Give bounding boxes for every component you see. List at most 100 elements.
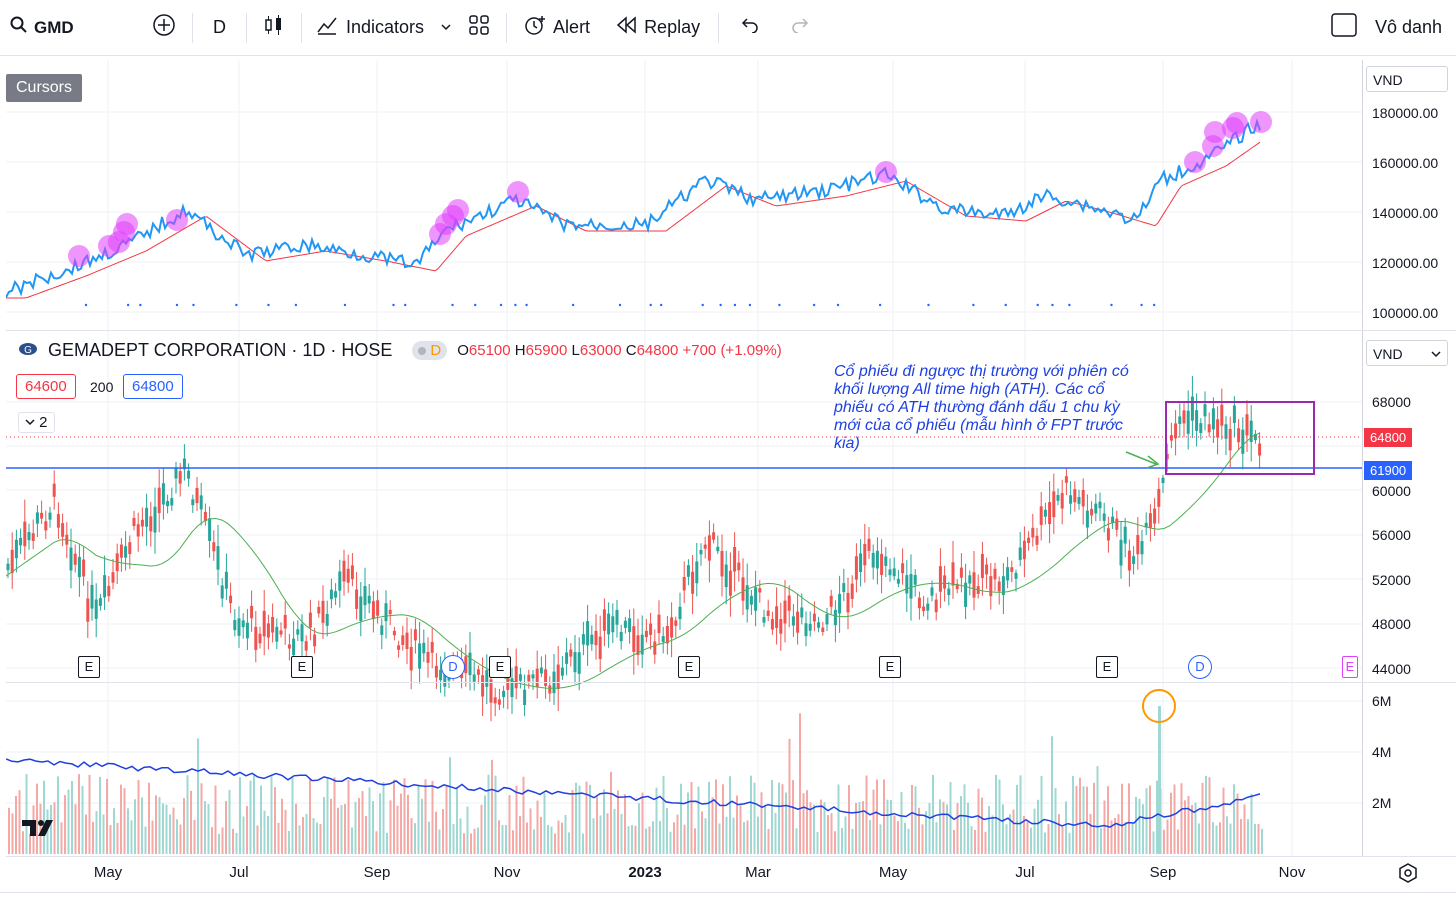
currency-label: VND (1373, 346, 1403, 362)
ohlc-values: O65100 H65900 L63000 C64800 +700 (+1.09%… (457, 342, 782, 359)
earnings-event-marker[interactable]: E (1342, 656, 1358, 678)
sell-button[interactable]: 64600 (16, 374, 76, 399)
chart-type-button[interactable] (247, 0, 301, 56)
candle-body (783, 600, 787, 624)
tradingview-logo[interactable] (20, 816, 60, 845)
volume-bar (1019, 775, 1022, 854)
volume-bar (1072, 775, 1074, 854)
pane-separator[interactable] (6, 682, 1456, 683)
redo-button[interactable] (775, 0, 827, 56)
volume-bar (795, 828, 798, 854)
volume-bar (484, 795, 486, 854)
collapse-indicators-button[interactable]: 2 (18, 412, 55, 433)
candle-body (661, 636, 665, 643)
chart-canvas[interactable] (6, 60, 1362, 856)
signal-dot (778, 303, 781, 307)
volume-bar (760, 792, 763, 854)
candle-body (124, 546, 128, 558)
candle-body (23, 521, 27, 547)
candle-body (119, 544, 123, 558)
volume-bar (1145, 788, 1148, 854)
price-tick: 160000.00 (1372, 155, 1439, 171)
volume-bar (778, 782, 780, 854)
candle-body (103, 575, 107, 598)
volume-bar (1047, 824, 1050, 854)
volume-bar (918, 807, 920, 854)
candle-body (178, 471, 182, 484)
top-pane-currency[interactable]: VND (1366, 66, 1448, 92)
layout-name-button[interactable]: Vô danh (1374, 17, 1442, 37)
candle-body (607, 613, 611, 635)
highlight-circle (447, 199, 469, 221)
volume-bar (942, 801, 945, 854)
ma-medium-line (6, 432, 1261, 689)
earnings-event-marker[interactable]: E (1096, 656, 1118, 678)
candle-body (922, 606, 926, 612)
candle-body (804, 623, 808, 637)
candle-body (216, 546, 220, 570)
interval-button[interactable]: D (213, 17, 226, 37)
volume-bar (393, 779, 395, 854)
data-source-badge[interactable]: D (412, 341, 448, 360)
volume-bar (837, 784, 840, 854)
divider (301, 12, 302, 43)
chart-settings-button[interactable] (1398, 863, 1418, 888)
volume-bar (477, 827, 479, 854)
undo-button[interactable] (719, 0, 775, 56)
volume-bar (1096, 766, 1099, 854)
volume-bar (750, 775, 752, 854)
volume-bar (445, 785, 448, 854)
volume-bar (1030, 827, 1032, 854)
candle-body (930, 587, 934, 596)
indicators-icon (316, 14, 338, 41)
candle-body (695, 561, 699, 584)
time-tick-year: 2023 (628, 864, 662, 881)
candle-body (581, 634, 585, 645)
replay-button[interactable]: Replay (600, 0, 718, 56)
earnings-event-marker[interactable]: E (291, 656, 313, 678)
price-axis[interactable] (1362, 60, 1456, 856)
volume-bar (963, 784, 966, 854)
candle-body (644, 630, 648, 638)
dividend-event-marker[interactable]: D (441, 655, 465, 679)
indicators-button[interactable]: Indicators (302, 0, 430, 56)
symbol-search[interactable]: GMD (0, 0, 140, 56)
candle-body (376, 600, 380, 616)
volume-bar (375, 831, 378, 854)
annotation-text[interactable]: Cổ phiếu đi ngược thị trường với phiên c… (834, 363, 1129, 452)
chart-area[interactable] (6, 60, 1362, 856)
candle-body (955, 583, 959, 590)
volume-bar (536, 800, 539, 854)
earnings-event-marker[interactable]: E (678, 656, 700, 678)
volume-bar (981, 797, 983, 854)
highlight-circle (1226, 112, 1248, 134)
layout-button[interactable] (462, 0, 506, 56)
earnings-event-marker[interactable]: E (78, 656, 100, 678)
volume-bar (361, 791, 364, 854)
volume-bar (823, 802, 826, 854)
source-label: D (430, 342, 442, 359)
rewind-icon (616, 16, 638, 39)
earnings-event-marker[interactable]: E (879, 656, 901, 678)
volume-bar (221, 827, 224, 854)
candle-body (653, 641, 657, 655)
candle-body (241, 620, 245, 628)
candle-body (1203, 404, 1207, 417)
pane-separator[interactable] (6, 330, 1456, 331)
candle-body (527, 674, 531, 682)
fullscreen-checkbox[interactable] (1315, 0, 1373, 56)
dividend-event-marker[interactable]: D (1188, 655, 1212, 679)
add-symbol-button[interactable] (140, 0, 192, 56)
indicators-dropdown[interactable] (430, 0, 462, 56)
volume-bar (302, 817, 304, 854)
volume-bar (655, 787, 658, 854)
alert-button[interactable]: Alert (507, 0, 600, 56)
alert-label: Alert (553, 17, 591, 37)
buy-button[interactable]: 64800 (123, 374, 183, 399)
volume-bar (99, 776, 101, 854)
earnings-event-marker[interactable]: E (489, 656, 511, 678)
volume-bar (1187, 795, 1190, 854)
volume-bar (1117, 814, 1120, 854)
candle-body (170, 498, 174, 506)
main-pane-currency[interactable]: VND (1366, 340, 1448, 366)
